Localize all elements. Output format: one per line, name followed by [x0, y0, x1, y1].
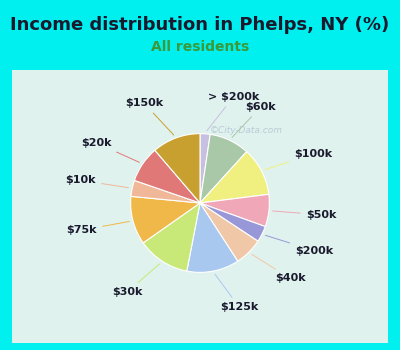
Wedge shape: [200, 203, 265, 241]
Text: ©City-Data.com: ©City-Data.com: [210, 126, 283, 135]
Text: $125k: $125k: [215, 274, 258, 313]
Wedge shape: [200, 203, 258, 261]
Text: $75k: $75k: [67, 222, 129, 235]
Wedge shape: [155, 134, 200, 203]
Text: > $200k: > $200k: [207, 92, 259, 131]
Text: Income distribution in Phelps, NY (%): Income distribution in Phelps, NY (%): [10, 16, 390, 34]
Wedge shape: [200, 194, 269, 226]
Text: $10k: $10k: [66, 175, 128, 188]
Text: $60k: $60k: [232, 102, 276, 138]
Wedge shape: [200, 134, 210, 203]
Text: All residents: All residents: [151, 40, 249, 54]
Text: $20k: $20k: [82, 138, 139, 162]
Wedge shape: [200, 152, 269, 203]
Text: $150k: $150k: [125, 98, 174, 135]
Text: $50k: $50k: [273, 210, 336, 220]
Wedge shape: [143, 203, 200, 271]
Wedge shape: [131, 180, 200, 203]
Text: $30k: $30k: [112, 264, 160, 297]
Text: $200k: $200k: [266, 235, 333, 256]
FancyBboxPatch shape: [8, 67, 392, 346]
Wedge shape: [134, 150, 200, 203]
Wedge shape: [131, 196, 200, 243]
Text: $100k: $100k: [265, 149, 332, 170]
Wedge shape: [187, 203, 238, 272]
Wedge shape: [200, 134, 247, 203]
Text: $40k: $40k: [252, 254, 306, 284]
